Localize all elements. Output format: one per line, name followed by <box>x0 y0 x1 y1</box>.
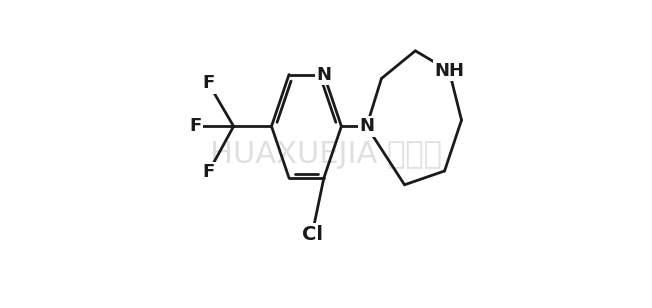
Text: F: F <box>189 117 201 135</box>
Text: N: N <box>359 117 374 135</box>
Text: HUAXUEJIA 化学加: HUAXUEJIA 化学加 <box>210 140 442 168</box>
Text: N: N <box>316 66 331 83</box>
Text: NH: NH <box>434 62 464 80</box>
Text: F: F <box>202 164 215 181</box>
Text: F: F <box>202 74 215 92</box>
Text: Cl: Cl <box>302 225 323 244</box>
